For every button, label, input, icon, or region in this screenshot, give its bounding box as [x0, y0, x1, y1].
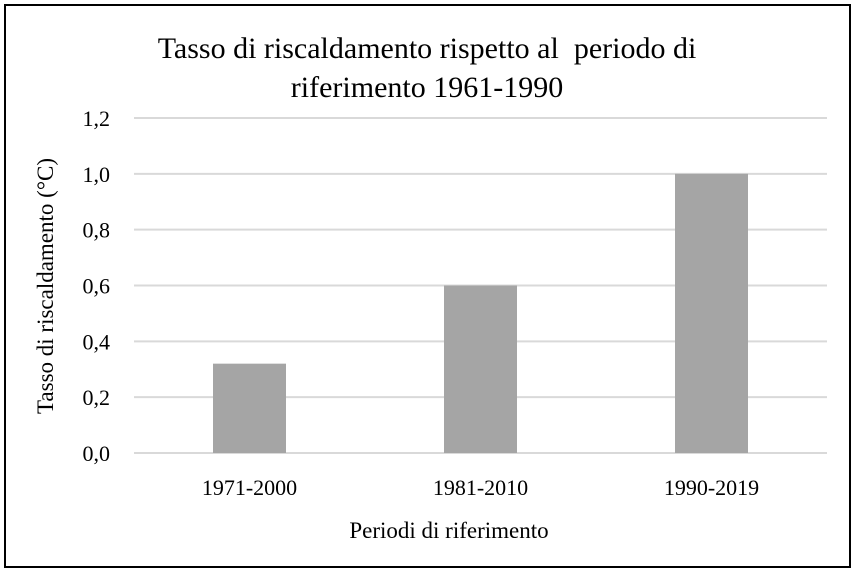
- chart-title-line-1: Tasso di riscaldamento rispetto al perio…: [158, 32, 697, 65]
- x-tick-label: 1990-2019: [664, 475, 759, 500]
- bar-1981-2010: [444, 285, 517, 453]
- y-tick-label: 0,8: [83, 218, 111, 243]
- x-tick-labels: 1971-2000 1981-2010 1990-2019: [202, 475, 759, 500]
- y-tick-label: 1,0: [83, 162, 111, 187]
- chart-frame: [4, 4, 851, 568]
- bar-1990-2019: [675, 173, 748, 454]
- y-tick-labels: 0,0 0,2 0,4 0,6 0,8 1,0 1,2: [83, 106, 111, 466]
- x-axis-label: Periodi di riferimento: [349, 518, 548, 543]
- x-tick-label: 1971-2000: [202, 475, 297, 500]
- y-tick-label: 0,0: [83, 441, 111, 466]
- x-tick-label: 1981-2010: [433, 475, 528, 500]
- y-tick-label: 0,2: [83, 385, 111, 410]
- y-tick-label: 1,2: [83, 106, 111, 131]
- bars: [213, 173, 748, 454]
- y-tick-label: 0,4: [83, 329, 111, 354]
- y-axis-label: Tasso di riscaldamento (°C): [33, 158, 58, 414]
- bar-1971-2000: [213, 363, 286, 453]
- y-tick-label: 0,6: [83, 274, 111, 299]
- chart-title-line-2: riferimento 1961-1990: [291, 71, 563, 104]
